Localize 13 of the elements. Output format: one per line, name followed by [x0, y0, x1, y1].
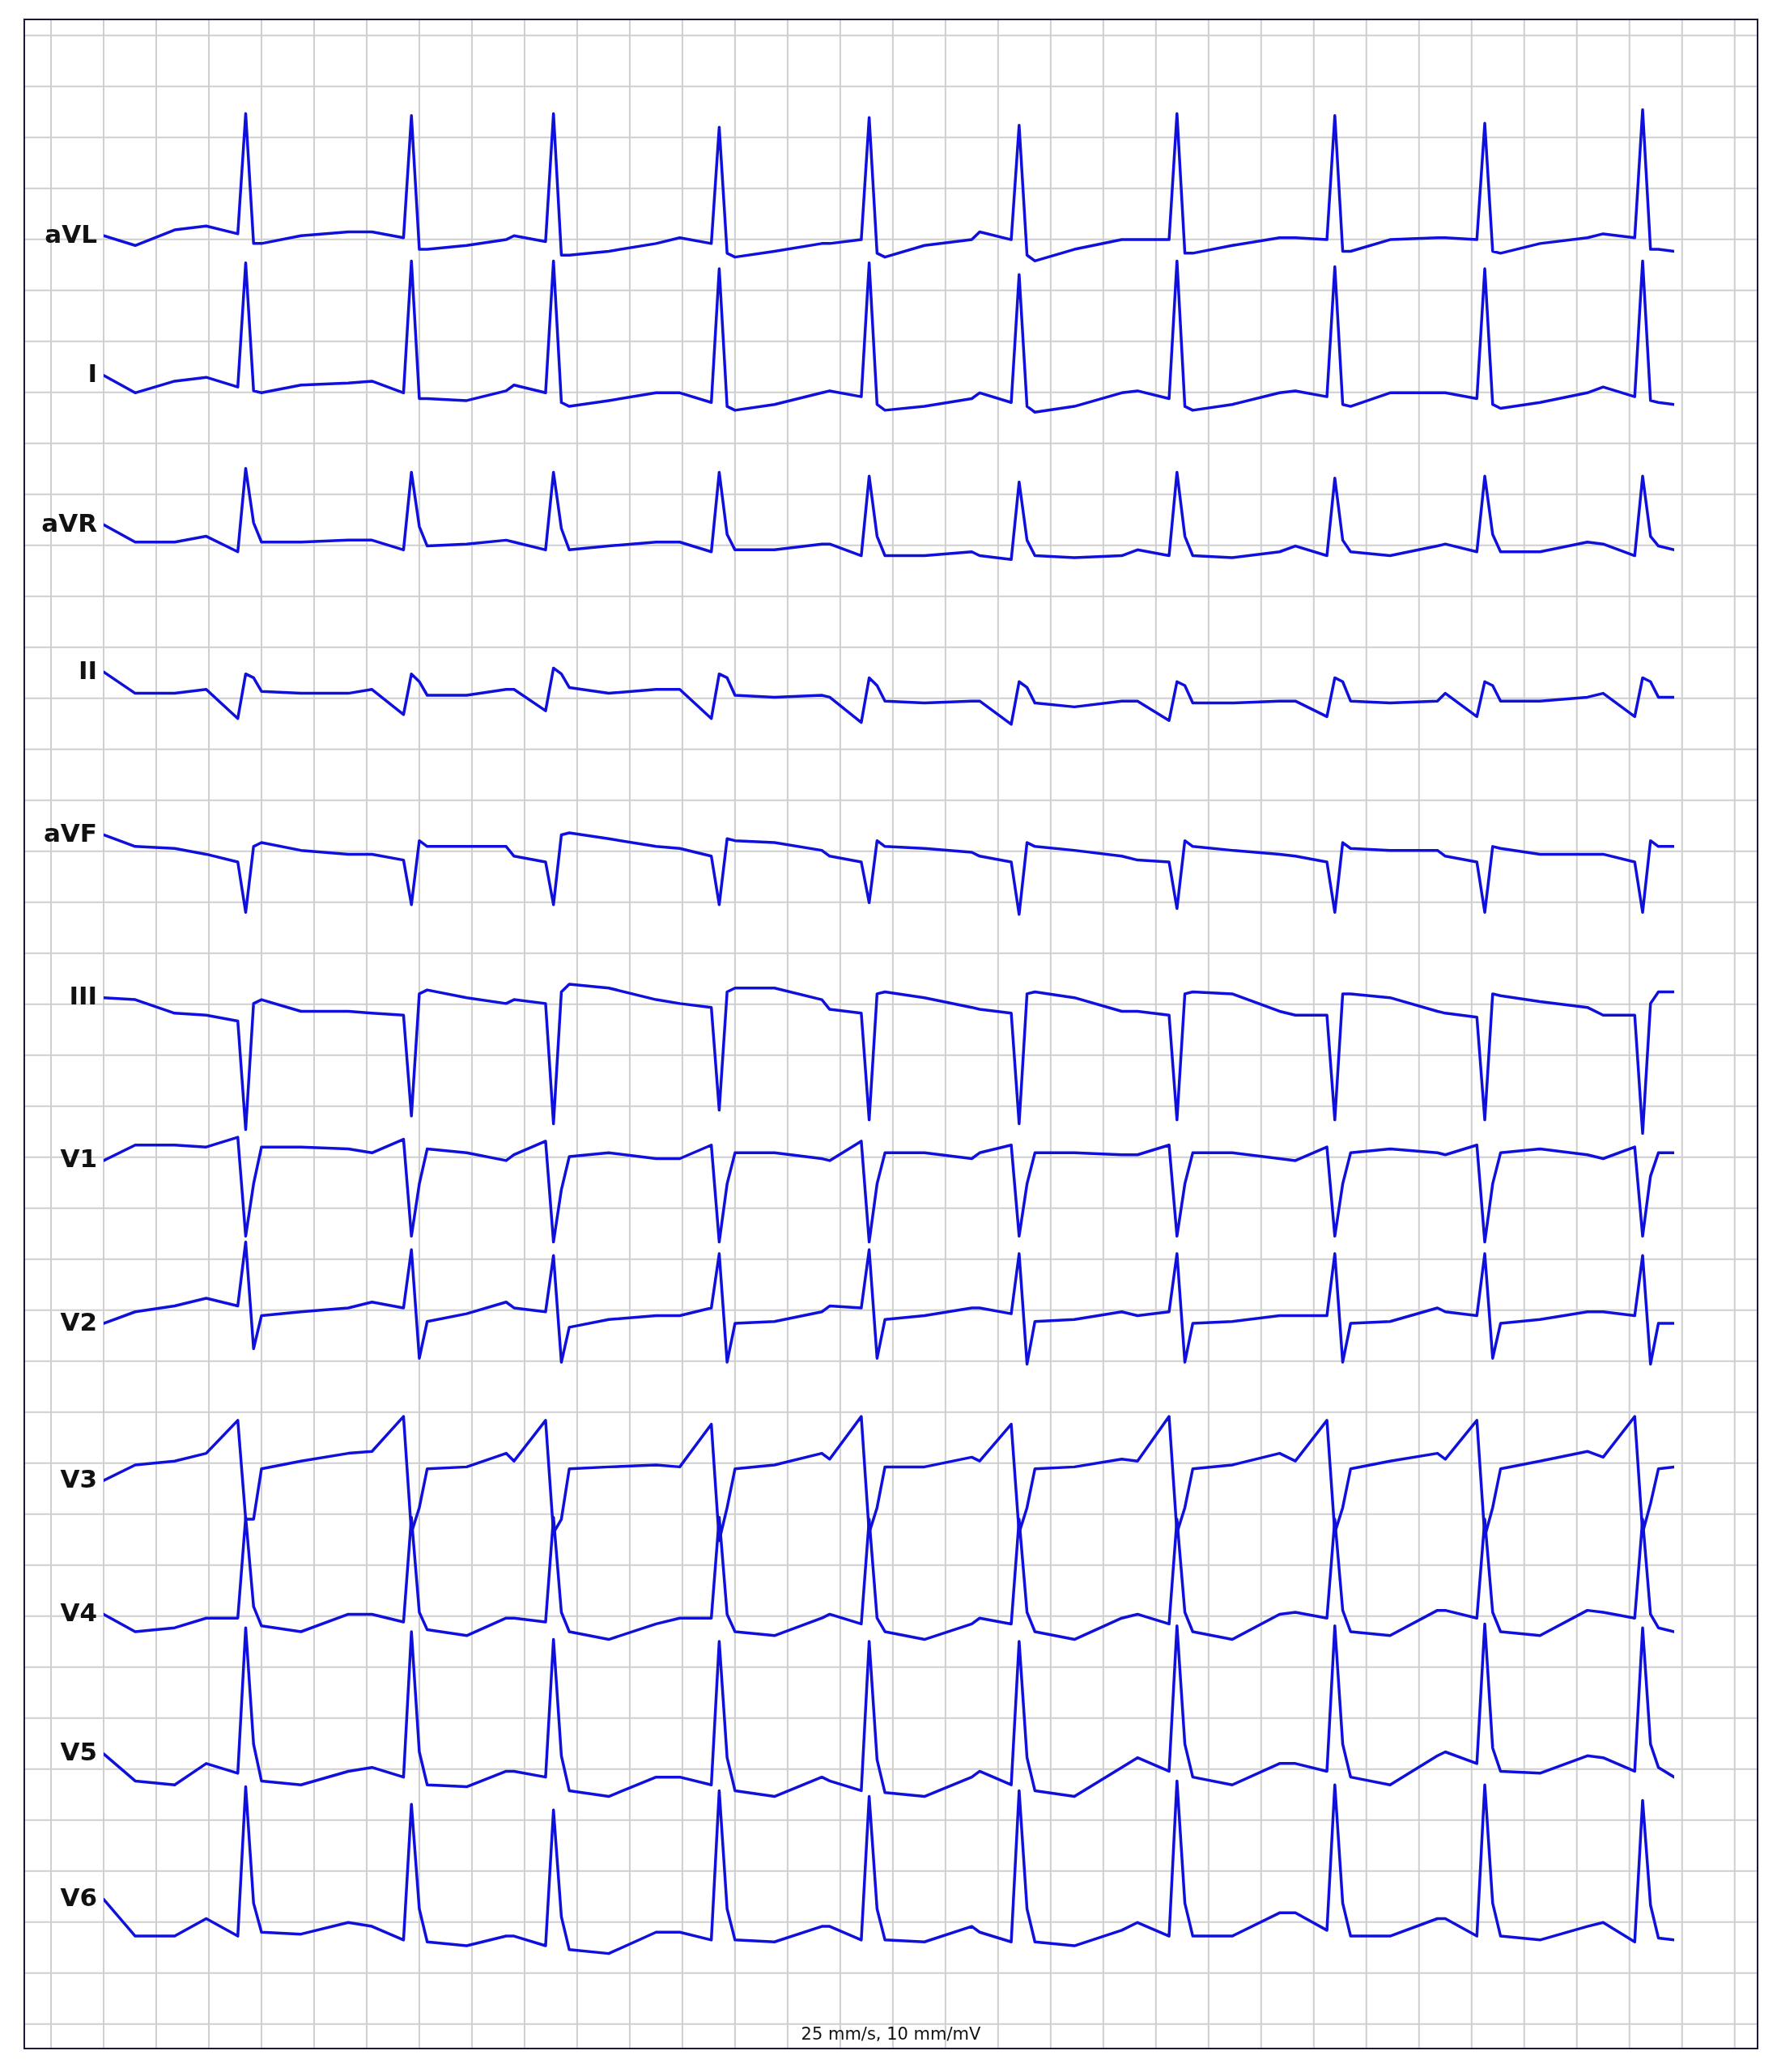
series-label: V6 [60, 1883, 97, 1913]
series-label: I [87, 359, 97, 388]
series-label: V1 [60, 1144, 97, 1174]
annotation: 25 mm/s, 10 mm/mV [800, 2024, 982, 2044]
series-label: II [78, 655, 97, 685]
series-label: aVF [43, 817, 97, 847]
series-label: V3 [60, 1463, 97, 1493]
series-label: V4 [60, 1597, 97, 1627]
series-label: V5 [60, 1737, 97, 1767]
series-label: aVR [41, 507, 98, 537]
series-label: V2 [60, 1306, 97, 1336]
series-label: III [69, 981, 97, 1011]
series-label: aVL [45, 219, 97, 248]
